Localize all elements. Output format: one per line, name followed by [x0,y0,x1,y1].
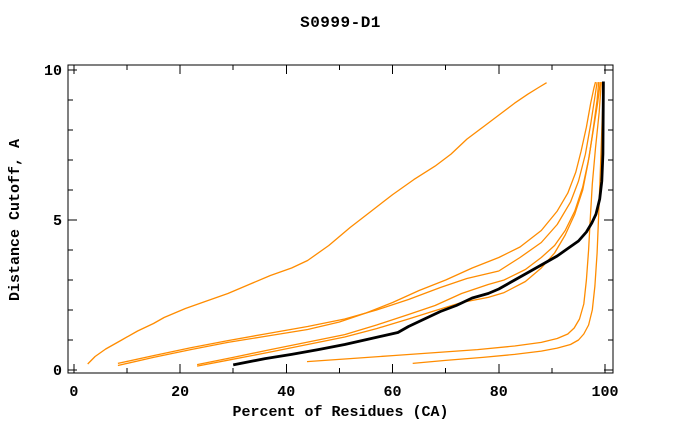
series-model-6 [306,82,602,363]
series-highlighted-model [232,81,605,367]
series-model-7 [412,82,604,365]
y-tick-label: 5 [53,213,62,230]
y-tick-label: 0 [53,363,62,380]
y-tick-label: 10 [44,63,62,80]
series-model-5 [196,82,601,367]
x-axis-label: Percent of Residues (CA) [232,404,449,421]
x-tick-label: 20 [171,384,189,401]
x-tick-label: 40 [277,384,295,401]
x-tick-label: 80 [490,384,508,401]
x-tick-label: 0 [69,384,78,401]
series-model-3 [117,82,598,365]
chart-title: S0999-D1 [300,14,381,32]
series-model-1 [87,82,547,365]
series-model-2 [117,81,597,367]
x-tick-label: 60 [384,384,402,401]
x-tick-label: 100 [592,384,619,401]
plot-frame [67,64,614,374]
